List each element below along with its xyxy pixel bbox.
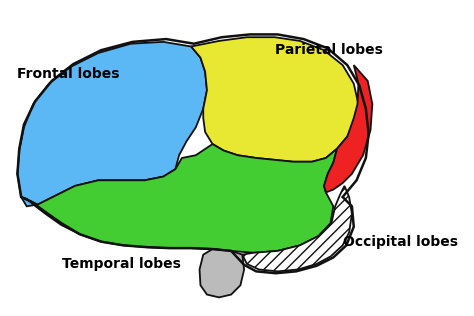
Polygon shape (21, 144, 337, 253)
Text: Frontal lobes: Frontal lobes (18, 67, 120, 82)
Polygon shape (324, 65, 373, 192)
Text: Occipital lobes: Occipital lobes (343, 234, 457, 249)
Polygon shape (200, 249, 244, 297)
Text: Temporal lobes: Temporal lobes (62, 257, 181, 271)
Polygon shape (242, 186, 352, 271)
Text: Parietal lobes: Parietal lobes (275, 43, 383, 57)
Polygon shape (191, 37, 358, 162)
Polygon shape (18, 42, 207, 206)
